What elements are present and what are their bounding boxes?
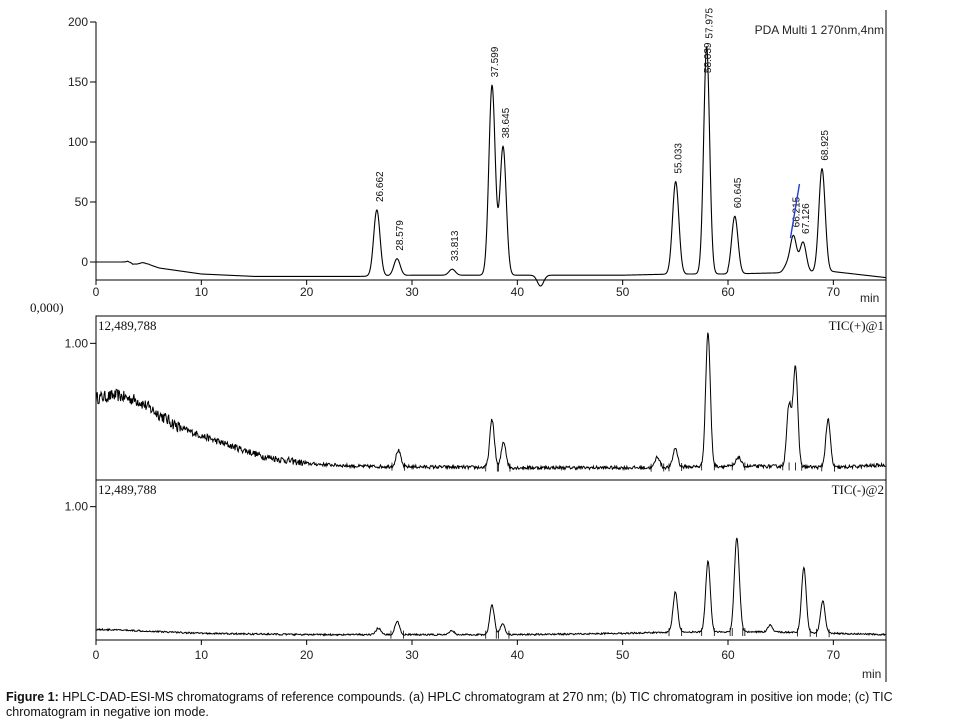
- panel-a-x-tick-label: 20: [300, 285, 314, 299]
- panel-a-x-tick-label: 50: [616, 285, 630, 299]
- figure-caption: Figure 1: HPLC-DAD-ESI-MS chromatograms …: [6, 690, 952, 720]
- panel-b-frame: [95, 315, 887, 481]
- peak-label: 38.645: [501, 107, 512, 138]
- panel-a-y-tick-label: 150: [68, 75, 88, 89]
- peak-label: 37.599: [490, 46, 501, 77]
- panel-c-x-tick-label: 70: [827, 648, 841, 662]
- caption-label: Figure 1:: [6, 690, 59, 704]
- panel-a-y-tick-label: 200: [68, 15, 88, 29]
- panel-a-x-tick-label: 0: [93, 285, 100, 299]
- panel-c-x-tick-label: 40: [511, 648, 525, 662]
- peak-label: 57.975: [705, 8, 716, 39]
- peak-label: 33.813: [450, 230, 461, 261]
- peak-label: 67.126: [801, 203, 812, 234]
- caption-text: HPLC-DAD-ESI-MS chromatograms of referen…: [6, 690, 893, 719]
- panel-a-x-tick-label: 10: [195, 285, 209, 299]
- panel-c-x-unit: min: [862, 667, 881, 681]
- peak-label: 28.579: [395, 220, 406, 251]
- panel-c-x-tick-label: 0: [93, 648, 100, 662]
- peak-label: 60.645: [733, 177, 744, 208]
- panel-a-x-tick-label: 30: [405, 285, 419, 299]
- peak-label: 26.662: [375, 171, 386, 202]
- panel-a-y-tick-label: 50: [75, 195, 89, 209]
- panel-a-x-unit: min: [860, 291, 879, 305]
- peak-marker-line: [789, 183, 801, 239]
- panel-a-y-tick-label: 100: [68, 135, 88, 149]
- panel-2-y-tick-label: 1.00: [65, 500, 89, 514]
- panel-c-x-tick-label: 50: [616, 648, 630, 662]
- panel-a-x-tick-label: 40: [511, 285, 525, 299]
- peak-label: 66.215: [791, 196, 802, 227]
- panel-1-y-tick-label: 1.00: [65, 336, 89, 350]
- panel-1-trace: [95, 332, 886, 471]
- panel-c-x-tick-label: 30: [405, 648, 419, 662]
- tic-negative-panel: 12,489,788 TIC(-)@2 min 1.00 0 10 20 30 40 50 6…: [65, 479, 887, 681]
- peak-label: 55.033: [674, 143, 685, 174]
- peak-label: 58.039: [703, 42, 714, 73]
- tic-positive-panel: 0,000) 12,489,788 TIC(+)@1 1.00: [30, 300, 887, 481]
- panel-c-x-tick-label: 10: [195, 648, 209, 662]
- panel-c-intensity: 12,489,788: [98, 482, 157, 497]
- panel-c-frame: [95, 479, 887, 641]
- panel-b-scale-label: 0,000): [30, 300, 64, 315]
- panel-2-trace: [95, 537, 886, 637]
- panel-a-trace: [96, 45, 886, 287]
- panel-a-x-tick-label: 70: [827, 285, 841, 299]
- panel-a-x-tick-label: 60: [721, 285, 735, 299]
- panel-c-trace-name: TIC(-)@2: [832, 482, 884, 497]
- panel-a-annotation: PDA Multi 1 270nm,4nm: [755, 23, 884, 37]
- panel-a-y-tick-label: 0: [81, 255, 88, 269]
- peak-label: 68.925: [820, 130, 831, 161]
- panel-c-x-tick-label: 60: [721, 648, 735, 662]
- panel-c-x-tick-label: 20: [300, 648, 314, 662]
- panel-b-intensity: 12,489,788: [98, 318, 157, 333]
- panel-b-trace-name: TIC(+)@1: [829, 318, 884, 333]
